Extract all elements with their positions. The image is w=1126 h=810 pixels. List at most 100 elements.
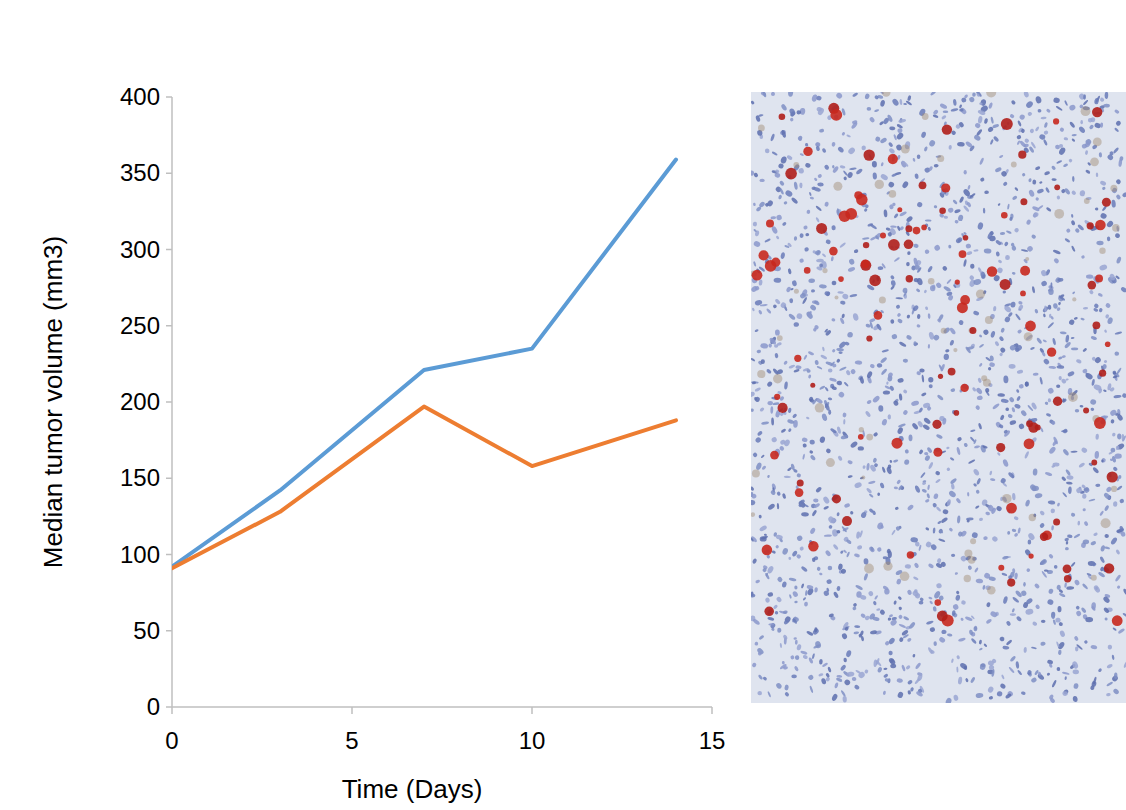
nucleus [1005,255,1010,260]
red-stain [905,225,912,232]
red-stain [998,565,1004,571]
nucleus [1017,120,1022,127]
nucleus [1075,358,1082,364]
nucleus [1005,620,1011,626]
nucleus [1011,245,1017,251]
nucleus [1058,589,1063,594]
nucleus [1109,273,1116,281]
nucleus [1018,304,1024,311]
red-stain [935,599,942,606]
nucleus [895,297,902,299]
nucleus [1041,351,1046,357]
nucleus [791,280,797,287]
nucleus [877,666,883,673]
nucleus [788,408,792,414]
nucleus [883,209,887,217]
nucleus [784,189,793,198]
brown-stain [773,374,782,383]
nucleus [951,483,955,489]
nucleus [996,251,1000,257]
y-tick [166,401,172,403]
red-stain [808,541,818,551]
nucleus [801,583,805,589]
brown-stain [1090,157,1099,166]
nucleus [933,493,939,500]
nucleus [917,420,924,428]
nucleus [991,669,995,677]
nucleus [854,684,861,690]
nucleus [901,180,909,189]
nucleus [1014,227,1019,232]
nucleus [837,146,845,154]
nucleus [849,167,857,170]
nucleus [781,129,787,138]
nucleus [799,233,803,238]
nucleus [1098,571,1106,578]
nucleus [961,600,967,605]
nucleus [850,368,857,375]
nucleus [1078,462,1085,468]
nucleus [1064,537,1069,541]
nucleus [802,654,808,659]
nucleus [1012,568,1016,573]
nucleus [979,647,983,651]
red-stain [1107,471,1118,482]
nucleus [938,636,946,643]
red-stain [960,295,970,305]
red-stain [1000,279,1011,290]
red-stain [829,247,838,256]
nucleus [882,117,890,125]
nucleus [765,148,770,153]
nucleus [1020,409,1028,417]
nucleus [1035,197,1039,201]
nucleus [1004,241,1009,247]
nucleus [819,385,826,390]
nucleus [893,134,897,141]
nucleus [958,677,963,685]
y-tick-label: 50 [133,617,160,644]
nucleus [1110,536,1118,545]
nucleus [831,348,836,353]
nucleus [932,502,937,508]
nucleus [1083,521,1089,527]
brown-stain [983,379,991,387]
nucleus [759,407,765,412]
nucleus [1061,476,1067,482]
nucleus [841,132,845,137]
nucleus [1038,671,1042,676]
nucleus [996,691,1002,697]
nucleus [1000,477,1007,484]
nucleus [897,596,902,601]
nucleus [929,384,933,388]
nucleus [796,644,802,651]
nucleus [1005,407,1009,411]
brown-stain [1068,392,1078,402]
nucleus [1078,125,1086,133]
nucleus [1085,617,1093,622]
red-stain [1094,417,1106,429]
nucleus [990,117,994,124]
nucleus [1115,178,1122,185]
nucleus [1016,135,1022,140]
nucleus [1009,655,1016,662]
red-stain [960,384,968,392]
nucleus [792,590,799,598]
nucleus [1104,546,1110,549]
nucleus [881,418,888,426]
nucleus [1115,194,1121,200]
nucleus [762,92,767,98]
nucleus [850,511,854,515]
nucleus [1114,673,1118,680]
nucleus [793,181,798,189]
nucleus [1099,152,1103,157]
nucleus [1014,187,1019,192]
nucleus [783,201,788,205]
nucleus [788,108,796,117]
x-tick [351,707,353,714]
y-tick-label: 400 [120,83,160,110]
nucleus [1047,387,1055,395]
nucleus [783,439,791,448]
nucleus [778,163,785,169]
nucleus [836,677,843,683]
nucleus [913,576,919,581]
